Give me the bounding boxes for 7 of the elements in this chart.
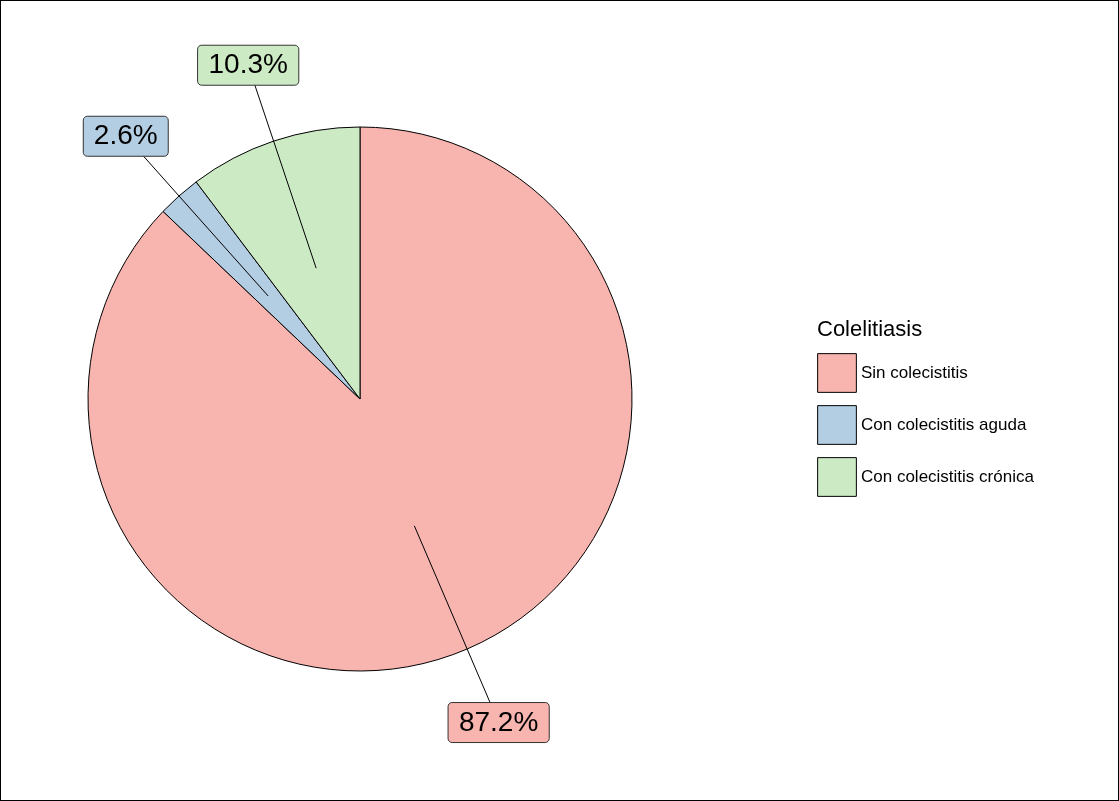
legend-label: Con colecistitis aguda xyxy=(861,415,1027,434)
legend-title: Colelitiasis xyxy=(817,316,923,341)
data-label: 2.6% xyxy=(93,119,158,151)
data-label: 87.2% xyxy=(458,705,539,737)
data-label: 10.3% xyxy=(208,48,288,80)
legend-label: Con colecistitis crónica xyxy=(861,467,1035,486)
legend-label: Sin colecistitis xyxy=(861,363,968,382)
